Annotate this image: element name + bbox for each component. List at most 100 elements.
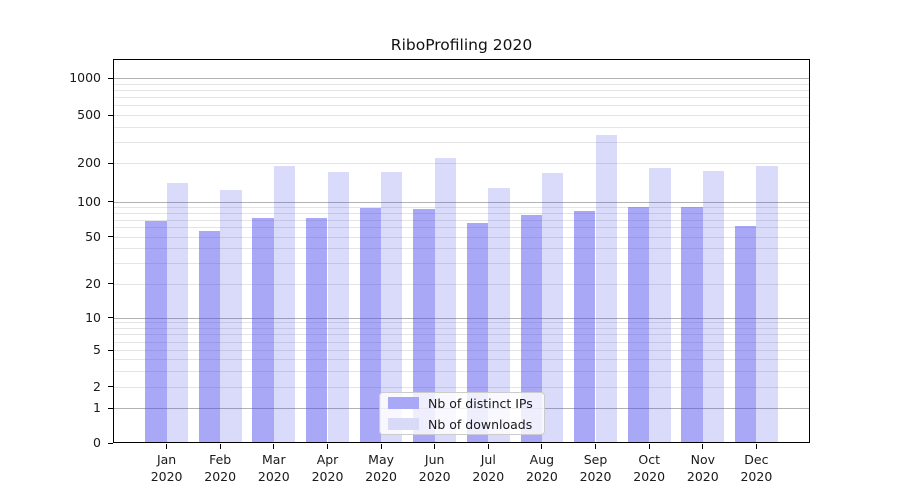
gridline-y-40: [114, 248, 809, 250]
x-tick-mark-2: [219, 444, 221, 449]
bar-nb-of-downloads-dec-2020: [756, 166, 778, 443]
y-tick-mark-2: [108, 386, 113, 388]
gridline-y-400: [114, 126, 809, 128]
legend-row-1: Nb of distinct IPs: [388, 396, 544, 411]
plot-area: [113, 59, 810, 443]
legend-swatch-nb-of-distinct-ips: [388, 396, 419, 410]
legend-label-nb-of-downloads: Nb of downloads: [428, 416, 533, 432]
gridline-y-6: [114, 341, 809, 343]
bar-nb-of-distinct-ips-apr-2020: [306, 218, 328, 443]
gridline-y-900: [114, 83, 809, 85]
gridline-y-500: [114, 115, 809, 116]
y-tick-mark-200: [108, 162, 113, 164]
y-tick-label-2: 2: [93, 378, 101, 394]
legend-row-2: Nb of downloads: [388, 417, 544, 432]
bar-nb-of-downloads-aug-2020: [541, 172, 564, 443]
grid-layer: [113, 59, 810, 443]
x-tick-label-jan-2020: Jan 2020: [150, 452, 183, 484]
bar-nb-of-downloads-jul-2020: [488, 188, 510, 443]
gridline-y-700: [114, 97, 809, 99]
bar-nb-of-distinct-ips-jun-2020: [413, 209, 435, 443]
x-tick-label-may-2020: May 2020: [365, 452, 397, 484]
gridline-y-20: [114, 283, 809, 285]
gridline-y-70: [114, 219, 809, 221]
x-tick-mark-7: [487, 444, 489, 449]
bar-nb-of-distinct-ips-mar-2020: [252, 217, 274, 443]
gridline-y-2: [114, 386, 809, 388]
legend: Nb of distinct IPs Nb of downloads: [379, 392, 545, 435]
bar-nb-of-downloads-mar-2020: [273, 166, 296, 443]
x-tick-label-jul-2020: Jul 2020: [472, 452, 505, 484]
bar-nb-of-distinct-ips-feb-2020: [198, 230, 221, 443]
bar-nb-of-distinct-ips-nov-2020: [681, 207, 703, 443]
gridline-y-300: [114, 141, 809, 143]
gridline-y-9: [114, 322, 809, 324]
y-tick-label-5: 5: [93, 342, 101, 357]
gridline-y-10: [114, 317, 809, 319]
x-tick-label-dec-2020: Dec 2020: [740, 452, 773, 484]
bar-nb-of-distinct-ips-may-2020: [359, 208, 381, 443]
x-tick-label-nov-2020: Nov 2020: [686, 452, 719, 484]
gridline-y-1000: [114, 78, 809, 80]
gridline-y-5: [114, 350, 809, 351]
gridline-y-80: [114, 212, 809, 214]
legend-swatch-nb-of-downloads: [388, 417, 419, 431]
y-tick-label-100: 100: [77, 193, 101, 209]
x-tick-mark-12: [755, 444, 757, 449]
y-tick-label-1000: 1000: [69, 70, 101, 86]
bar-nb-of-downloads-may-2020: [381, 171, 403, 443]
y-tick-label-10: 10: [85, 309, 101, 325]
gridline-y-30: [114, 262, 809, 264]
y-tick-mark-10: [108, 317, 113, 319]
x-tick-label-apr-2020: Apr 2020: [311, 452, 344, 484]
gridline-y-100: [114, 201, 809, 203]
x-tick-mark-6: [434, 444, 436, 449]
gridline-y-7: [114, 334, 809, 336]
y-tick-mark-100: [108, 201, 113, 203]
bars-layer: [113, 59, 810, 443]
y-tick-label-500: 500: [77, 107, 101, 122]
y-tick-label-20: 20: [85, 275, 101, 291]
y-tick-mark-0: [108, 442, 113, 444]
gridline-y-200: [114, 163, 809, 165]
y-tick-mark-1: [108, 407, 113, 409]
y-tick-label-1: 1: [93, 400, 101, 416]
bar-nb-of-distinct-ips-aug-2020: [520, 215, 542, 443]
x-tick-label-sep-2020: Sep 2020: [579, 452, 612, 484]
gridline-y-50: [114, 236, 809, 238]
y-tick-mark-500: [108, 114, 113, 116]
x-tick-label-feb-2020: Feb 2020: [204, 452, 237, 484]
y-tick-label-0: 0: [93, 435, 101, 450]
bar-nb-of-distinct-ips-sep-2020: [574, 211, 596, 443]
x-tick-mark-4: [326, 444, 329, 449]
x-tick-mark-10: [648, 444, 650, 449]
bar-nb-of-downloads-sep-2020: [595, 134, 617, 443]
x-tick-mark-3: [273, 444, 275, 449]
gridline-y-600: [114, 105, 809, 107]
x-tick-label-oct-2020: Oct 2020: [633, 452, 666, 484]
x-tick-label-mar-2020: Mar 2020: [257, 452, 290, 484]
bar-nb-of-downloads-apr-2020: [327, 171, 349, 443]
bar-nb-of-downloads-feb-2020: [220, 190, 242, 443]
bar-nb-of-downloads-jan-2020: [166, 183, 188, 443]
bar-nb-of-distinct-ips-dec-2020: [734, 225, 757, 443]
y-tick-mark-50: [108, 236, 113, 238]
bar-nb-of-downloads-nov-2020: [702, 170, 725, 443]
gridline-y-60: [114, 227, 809, 229]
x-tick-label-aug-2020: Aug 2020: [525, 452, 558, 484]
x-tick-mark-11: [702, 444, 704, 449]
bar-nb-of-distinct-ips-jul-2020: [466, 223, 489, 443]
gridline-y-90: [114, 206, 809, 208]
x-tick-mark-1: [166, 444, 168, 449]
y-tick-label-50: 50: [85, 228, 101, 244]
x-tick-label-jun-2020: Jun 2020: [418, 452, 451, 484]
x-tick-mark-9: [594, 444, 597, 449]
y-tick-mark-1000: [108, 77, 113, 79]
y-tick-mark-20: [108, 283, 113, 285]
bar-nb-of-distinct-ips-jan-2020: [145, 221, 167, 443]
bar-nb-of-distinct-ips-oct-2020: [627, 206, 650, 443]
gridline-y-3: [114, 370, 809, 372]
y-tick-mark-5: [108, 349, 113, 351]
gridline-y-800: [114, 90, 809, 92]
